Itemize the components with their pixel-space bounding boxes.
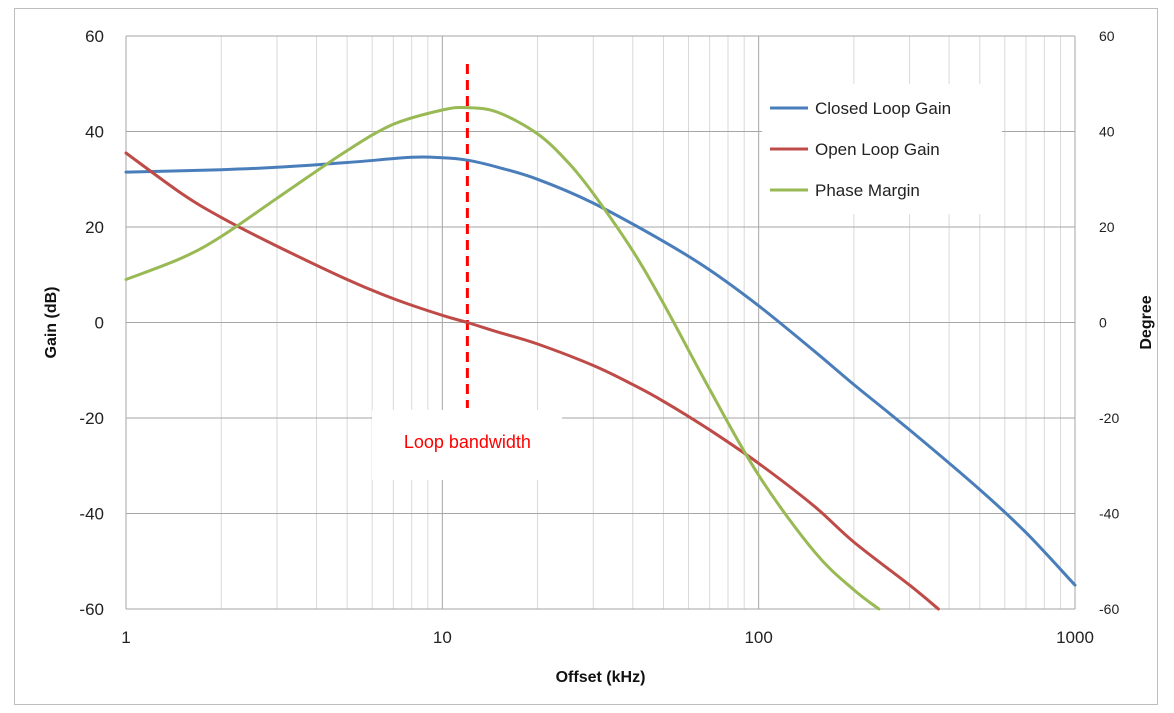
series-line-closed-loop-gain (124, 155, 1077, 587)
loop-bandwidth-label: Loop bandwidth (404, 432, 531, 452)
annotation-layer: Loop bandwidth (372, 64, 562, 480)
series-line-phase-margin (124, 105, 881, 611)
y-tick-label: 20 (85, 218, 104, 237)
y-tick-label: -40 (79, 505, 104, 524)
x-axis-title: Offset (kHz) (556, 669, 646, 686)
y2-axis-title: Degree (1138, 295, 1155, 349)
grid-major (125, 35, 1076, 610)
tick-layer: 1 10 100 1000 60 40 20 0 -20 -40 -60 60 40 20 0 -20 -40 -… (79, 27, 1119, 647)
y2-tick-label: 40 (1099, 124, 1115, 140)
y-axis-title: Gain (dB) (43, 287, 60, 359)
x-tick-label: 100 (744, 628, 772, 647)
y2-tick-label: 20 (1099, 219, 1115, 235)
y2-tick-label: 60 (1099, 28, 1115, 44)
y-tick-label: 40 (85, 123, 104, 142)
annotation-label-bg (372, 410, 562, 480)
legend: Closed Loop Gain Open Loop Gain Phase Marg… (762, 84, 1002, 214)
y2-tick-label: 0 (1099, 315, 1107, 331)
y2-tick-label: -40 (1099, 506, 1119, 522)
y-tick-label: -20 (79, 409, 104, 428)
x-tick-label: 1 (121, 628, 130, 647)
x-tick-label: 1000 (1056, 628, 1094, 647)
legend-entry: Closed Loop Gain (815, 99, 951, 118)
y2-tick-label: -60 (1099, 601, 1119, 617)
y-tick-label: 60 (85, 27, 104, 46)
legend-entry: Phase Margin (815, 181, 920, 200)
legend-entry: Open Loop Gain (815, 140, 940, 159)
y-tick-label: 0 (95, 314, 104, 333)
x-tick-label: 10 (433, 628, 452, 647)
series-layer (124, 105, 1077, 611)
y-tick-label: -60 (79, 600, 104, 619)
y2-tick-label: -20 (1099, 410, 1119, 426)
series-line-open-loop-gain (124, 151, 940, 611)
